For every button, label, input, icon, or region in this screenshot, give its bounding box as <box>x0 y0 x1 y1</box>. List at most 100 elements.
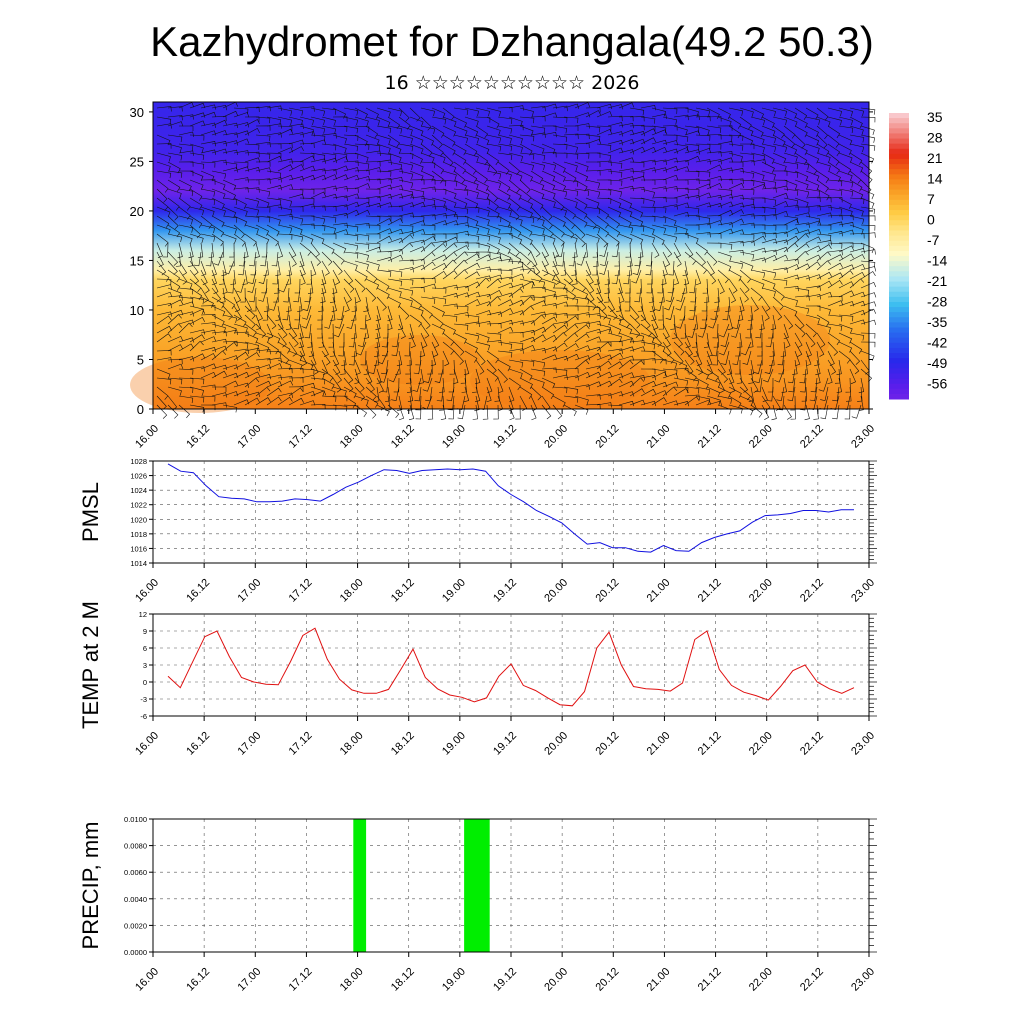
wind-barb <box>776 386 785 402</box>
wind-barb <box>541 354 558 361</box>
wind-barb <box>640 167 657 173</box>
wind-barb <box>453 188 469 196</box>
wind-barb <box>651 159 667 166</box>
wind-barb <box>434 368 444 383</box>
wind-barb <box>321 107 337 115</box>
wind-barb <box>640 137 657 145</box>
wind-barb <box>802 359 808 375</box>
wind-barb <box>739 233 755 240</box>
wind-barb <box>299 251 305 268</box>
wind-barb <box>189 366 205 372</box>
wind-barb <box>431 152 446 163</box>
wind-barb <box>409 332 416 349</box>
wind-barb <box>816 292 833 298</box>
wind-barb <box>706 164 723 172</box>
wind-barb <box>508 368 523 379</box>
x-tick-label: 19.12 <box>491 423 519 451</box>
wind-barb <box>318 296 324 312</box>
wind-barb <box>189 404 205 413</box>
wind-barb <box>541 206 553 221</box>
colorbar-segment <box>889 220 909 226</box>
wind-barb <box>618 176 635 182</box>
wind-barb <box>376 194 393 200</box>
wind-barb <box>211 179 226 190</box>
wind-barb <box>167 363 184 370</box>
wind-barb <box>288 176 305 182</box>
wind-barb <box>222 110 239 118</box>
wind-barb <box>772 161 787 172</box>
wind-barb <box>343 116 359 126</box>
wind-barb <box>220 287 226 303</box>
wind-barb <box>640 224 655 235</box>
wind-barb <box>156 152 171 162</box>
wind-barb <box>431 188 447 195</box>
wind-barb <box>695 232 711 238</box>
wind-barb <box>354 404 368 418</box>
wind-barb <box>508 224 522 237</box>
wind-barb <box>310 233 325 244</box>
x-tick-label: 19.12 <box>491 730 519 758</box>
wind-barb <box>783 116 798 127</box>
wind-barb <box>439 377 445 393</box>
wind-barb <box>299 203 316 209</box>
wind-barb <box>805 134 820 146</box>
colorbar-segment <box>889 301 909 308</box>
x-tick-label: 22.12 <box>798 423 826 451</box>
wind-barb <box>442 332 455 346</box>
wind-barb <box>788 377 796 393</box>
wind-barb <box>717 134 733 142</box>
wind-barb <box>244 197 259 207</box>
wind-barb <box>673 401 690 407</box>
wind-barb <box>805 196 821 202</box>
y-tick-label: 0 <box>143 678 147 687</box>
wind-barb <box>156 106 172 112</box>
wind-barb <box>472 404 478 420</box>
wind-barb <box>640 128 657 136</box>
wind-barb <box>167 170 183 178</box>
wind-barb <box>329 287 336 303</box>
x-tick-label: 16.12 <box>184 730 212 758</box>
wind-barb <box>365 404 377 419</box>
precip-panel: 0.00000.00200.00400.00600.00800.010016.0… <box>78 815 877 994</box>
wind-barb <box>244 391 261 397</box>
wind-barb <box>409 277 425 284</box>
wind-barb <box>178 311 195 317</box>
wind-barb <box>651 147 668 154</box>
x-tick-label: 22.12 <box>798 577 826 605</box>
wind-barb <box>695 179 711 186</box>
wind-barb <box>255 141 271 148</box>
wind-barb <box>706 260 715 276</box>
wind-barb <box>233 331 249 338</box>
wind-barb <box>761 214 777 220</box>
wind-barb <box>585 224 600 234</box>
wind-barb <box>772 224 788 230</box>
wind-barb <box>640 197 655 207</box>
wind-barb <box>563 315 579 325</box>
x-tick-label: 17.00 <box>235 730 263 758</box>
wind-barb <box>519 320 536 326</box>
wind-barb <box>354 386 366 401</box>
wind-barb <box>706 134 722 140</box>
wind-barb <box>178 278 193 289</box>
wind-barb <box>838 290 855 298</box>
wind-barb <box>684 130 701 136</box>
wind-barb <box>629 170 645 178</box>
wind-barb <box>391 386 400 402</box>
wind-barb <box>640 305 647 322</box>
wind-barb <box>722 305 730 321</box>
wind-barb <box>710 305 719 321</box>
wind-barb <box>750 143 765 153</box>
wind-barb <box>332 134 347 144</box>
wind-barb <box>332 186 348 192</box>
wind-barb <box>189 134 205 141</box>
wind-barb <box>255 206 271 213</box>
colorbar-segment <box>889 393 909 400</box>
wind-barb <box>739 204 755 210</box>
wind-barb <box>374 332 381 348</box>
wind-barb <box>508 260 524 268</box>
colorbar-segment <box>889 179 909 185</box>
colorbar-segment <box>889 332 909 339</box>
wind-barb <box>618 287 625 304</box>
colorbar-segment <box>889 266 909 272</box>
wind-barb <box>695 170 711 178</box>
